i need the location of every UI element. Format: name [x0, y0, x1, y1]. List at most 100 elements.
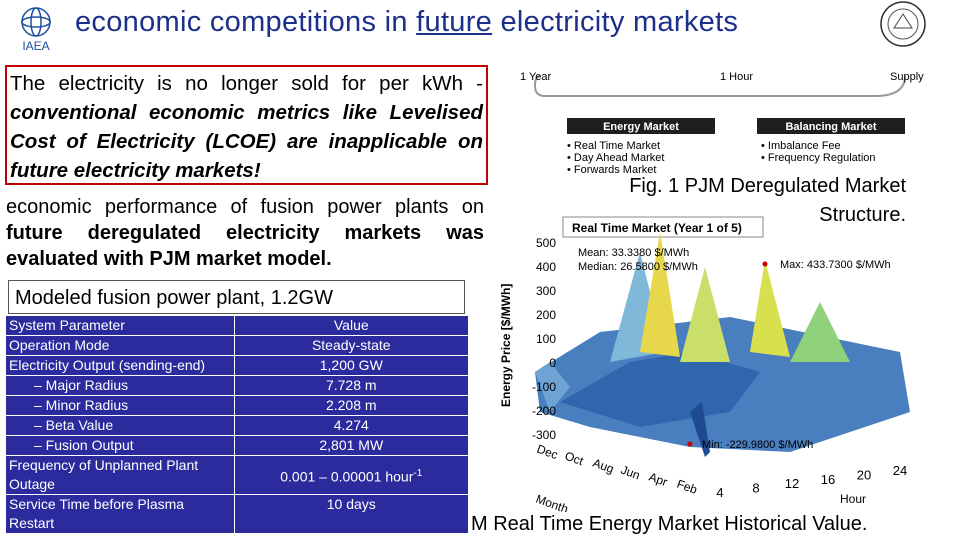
y-tick-label: 0	[549, 356, 556, 370]
annotation: Max: 433.7300 $/MWh	[780, 259, 891, 271]
cell-text: – Minor Radius	[34, 397, 129, 413]
intro-line: The electricity is no longer sold for pe…	[10, 72, 483, 95]
table-row: – Major Radius 7.728 m	[5, 375, 470, 396]
hour-tick-label: 24	[893, 463, 907, 478]
timeline-label: 1 Hour	[720, 71, 753, 83]
table-cell: System Parameter	[5, 315, 235, 336]
figure-caption: M Real Time Energy Market Historical Val…	[471, 513, 868, 535]
chart-title: Real Time Market (Year 1 of 5)	[572, 221, 742, 235]
table-row: System Parameter Value	[5, 315, 470, 336]
annotation: Mean: 33.3380 $/MWh	[578, 247, 689, 259]
figure-caption: Fig. 1 PJM Deregulated Market Structure.	[629, 175, 906, 226]
timeline-label: Supply	[890, 71, 924, 83]
box-label: Energy Market	[603, 121, 679, 133]
table-row: – Beta Value 4.274	[5, 415, 470, 436]
month-tick-label: Apr	[647, 470, 669, 490]
timeline-label: 1 Year	[520, 71, 552, 83]
table-row: – Minor Radius 2.208 m	[5, 395, 470, 416]
hour-tick-label: 16	[821, 472, 835, 487]
right-logo	[880, 1, 926, 47]
month-tick-label: Jun	[619, 463, 642, 483]
table-cell: 4.274	[233, 415, 470, 436]
table-row: Frequency of Unplanned Plant Outage 0.001…	[5, 455, 470, 495]
list-item: • Day Ahead Market	[567, 152, 664, 164]
cell-text: – Major Radius	[34, 377, 129, 393]
logo-text: IAEA	[22, 39, 49, 53]
hour-tick-label: 4	[716, 485, 723, 500]
axis-label: Month	[534, 492, 570, 512]
axis-label: Hour	[840, 492, 866, 506]
market-structure-diagram: 1 Year 1 Hour Supply Energy Market Balan…	[520, 71, 924, 174]
cell-text: Steady-state	[311, 337, 391, 353]
intro-box: The electricity is no longer sold for pe…	[5, 65, 488, 185]
table-row: – Fusion Output 2,801 MW	[5, 435, 470, 456]
iaea-logo: IAEA	[21, 7, 51, 53]
y-tick-label: 500	[536, 236, 556, 250]
cell-text: 2.208 m	[325, 397, 377, 413]
table-cell: Value	[233, 315, 470, 336]
cell-text: 4.274	[333, 417, 369, 433]
month-tick-label: Oct	[563, 449, 586, 469]
cell-text: 0.001 – 0.00001 hour	[280, 468, 414, 485]
table-cell: Frequency of Unplanned Plant Outage	[5, 455, 235, 495]
list-item: • Frequency Regulation	[761, 152, 876, 164]
title-part: economic competitions in	[75, 6, 417, 38]
list-item: • Forwards Market	[567, 164, 656, 174]
paragraph-bold: future deregulated electricity markets w…	[6, 222, 484, 270]
title-part: electricity markets	[492, 6, 739, 38]
parameter-table: System Parameter Value Operation Mode Stead…	[5, 315, 470, 534]
table-cell: 7.728 m	[233, 375, 470, 396]
box-label: Balancing Market	[785, 121, 876, 133]
list-item: • Imbalance Fee	[761, 140, 841, 152]
table-cell: – Beta Value	[5, 415, 235, 436]
table-cell: 1,200 GW	[233, 355, 470, 376]
intro-emphasis: conventional economic metrics like Level…	[10, 101, 483, 182]
y-tick-label: -200	[532, 404, 556, 418]
y-tick-label: 200	[536, 308, 556, 322]
exponent: -1	[413, 467, 423, 479]
table-cell: 2.208 m	[233, 395, 470, 416]
table-row: Operation Mode Steady-state	[5, 335, 470, 356]
cell-text: Operation Mode	[9, 337, 110, 353]
y-tick-label: 400	[536, 260, 556, 274]
cell-text: Service Time before Plasma Restart	[9, 496, 185, 531]
table-row: Electricity Output (sending-end) 1,200 GW	[5, 355, 470, 376]
price-surface-chart: Real Time Market (Year 1 of 5) Energy Pr…	[499, 216, 910, 512]
cell-text: 10 days	[326, 496, 376, 512]
month-tick-label: Dec	[535, 442, 560, 462]
hour-tick-label: 20	[857, 467, 871, 482]
cell-text: System Parameter	[9, 317, 125, 333]
cell-text: 1,200 GW	[319, 357, 383, 373]
table-cell: Operation Mode	[5, 335, 235, 356]
month-tick-label: Feb	[675, 477, 700, 497]
y-tick-label: -300	[532, 428, 556, 442]
cell-text: 2,801 MW	[319, 437, 384, 453]
slide-title: economic competitions in future electric…	[75, 6, 855, 39]
table-cell: Steady-state	[233, 335, 470, 356]
table-cell: – Minor Radius	[5, 395, 235, 416]
table-cell: 10 days	[233, 494, 470, 534]
table-title: Modeled fusion power plant, 1.2GW	[8, 280, 465, 314]
y-tick-label: 100	[536, 332, 556, 346]
month-tick-label: Aug	[591, 456, 616, 476]
table-cell: Electricity Output (sending-end)	[5, 355, 235, 376]
annotation: Min: -229.9800 $/MWh	[702, 439, 813, 451]
cell-text: – Fusion Output	[34, 437, 134, 453]
cell-text: – Beta Value	[34, 417, 114, 433]
annotation: Median: 26.5800 $/MWh	[578, 261, 698, 273]
table-cell: – Fusion Output	[5, 435, 235, 456]
table-row: Service Time before Plasma Restart 10 day…	[5, 494, 470, 534]
table-cell: 2,801 MW	[233, 435, 470, 456]
list-item: • Real Time Market	[567, 140, 660, 152]
table-cell: Service Time before Plasma Restart	[5, 494, 235, 534]
cell-text: Electricity Output (sending-end)	[9, 357, 206, 373]
cell-text: Frequency of Unplanned Plant Outage	[9, 457, 199, 492]
hour-tick-label: 12	[785, 476, 799, 491]
y-axis-label: Energy Price [$/MWh]	[499, 284, 513, 407]
cell-text: 7.728 m	[325, 377, 377, 393]
table-cell: 0.001 – 0.00001 hour-1	[233, 455, 470, 495]
table-cell: – Major Radius	[5, 375, 235, 396]
cell-text: Value	[333, 317, 369, 333]
hour-tick-label: 8	[752, 481, 759, 496]
